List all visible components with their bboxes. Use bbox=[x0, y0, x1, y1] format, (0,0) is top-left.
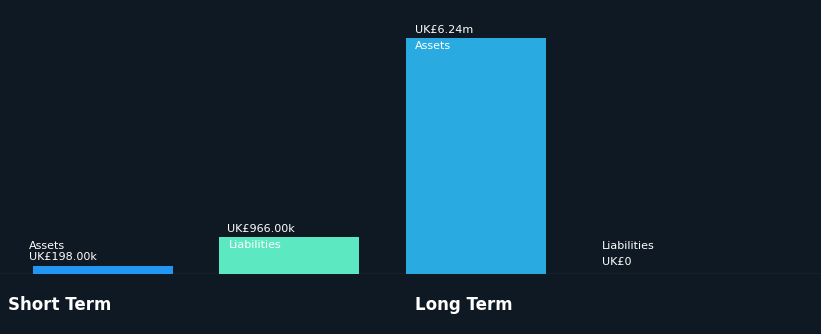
Text: UK£198.00k: UK£198.00k bbox=[29, 252, 97, 262]
Text: UK£966.00k: UK£966.00k bbox=[227, 224, 295, 234]
Text: Long Term: Long Term bbox=[415, 296, 512, 314]
Text: Liabilities: Liabilities bbox=[602, 241, 654, 251]
Text: UK£0: UK£0 bbox=[602, 258, 631, 267]
Bar bbox=[219, 237, 360, 274]
Text: UK£6.24m: UK£6.24m bbox=[415, 25, 474, 35]
Bar bbox=[406, 38, 546, 274]
Text: Assets: Assets bbox=[29, 241, 65, 251]
Text: Liabilities: Liabilities bbox=[228, 240, 282, 250]
Bar bbox=[33, 267, 172, 274]
Text: Short Term: Short Term bbox=[8, 296, 112, 314]
Text: Assets: Assets bbox=[415, 41, 452, 51]
